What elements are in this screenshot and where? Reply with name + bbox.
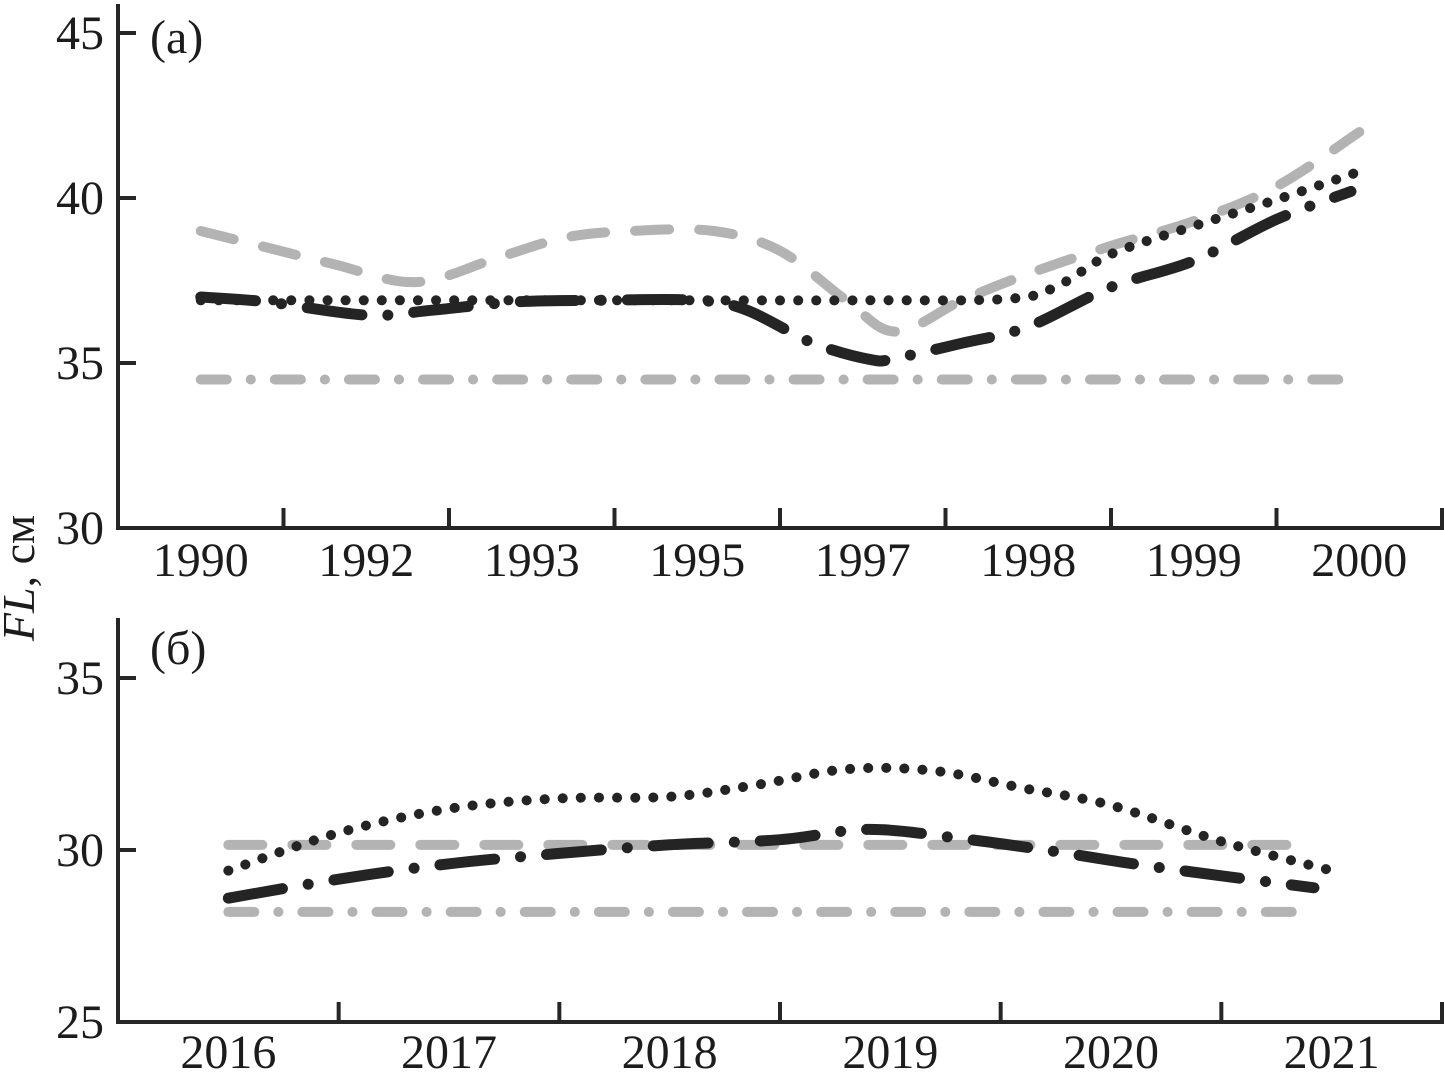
y-axis-title: FL, см — [0, 515, 44, 642]
black-dash-dot-line-b — [222, 823, 1320, 904]
x-tick-label-a: 1993 — [484, 534, 580, 587]
y-tick-label-a: 40 — [56, 172, 104, 225]
x-tick-label-a: 2000 — [1311, 534, 1407, 587]
black-dotted-line-a — [195, 166, 1365, 306]
x-tick-label-a: 1998 — [980, 534, 1076, 587]
y-tick-label-a: 45 — [56, 7, 104, 60]
x-tick-label-b: 2020 — [1063, 1026, 1159, 1079]
x-tick-label-b: 2019 — [842, 1026, 938, 1079]
panel-b-label: (б) — [150, 622, 206, 675]
y-axis-title-variable: FL — [0, 587, 44, 642]
gray-dashed-line-a — [195, 127, 1365, 337]
x-tick-label-a: 1990 — [153, 534, 249, 587]
y-tick-label-b: 30 — [56, 824, 104, 877]
y-tick-label-a: 35 — [56, 337, 104, 390]
y-tick-label-a: 30 — [56, 502, 104, 555]
x-tick-label-b: 2017 — [401, 1026, 497, 1079]
y-tick-label-b: 35 — [56, 652, 104, 705]
black-dotted-line-b — [223, 762, 1337, 876]
panel-a-label: (а) — [150, 11, 203, 64]
x-tick-label-a: 1997 — [815, 534, 911, 587]
y-tick-label-b: 25 — [56, 996, 104, 1049]
x-tick-label-a: 1999 — [1146, 534, 1242, 587]
x-tick-label-a: 1995 — [649, 534, 745, 587]
x-tick-label-b: 2021 — [1284, 1026, 1380, 1079]
x-tick-label-b: 2018 — [622, 1026, 718, 1079]
x-tick-label-a: 1992 — [318, 534, 414, 587]
chart-layer: 1990 1992 1993 1995 1997 1998 1999 2000 45 40 35 30… — [56, 4, 1444, 1079]
black-dash-dot-line-a — [195, 185, 1357, 367]
x-tick-label-b: 2016 — [180, 1026, 276, 1079]
y-axis-title-unit: , см — [0, 515, 44, 588]
